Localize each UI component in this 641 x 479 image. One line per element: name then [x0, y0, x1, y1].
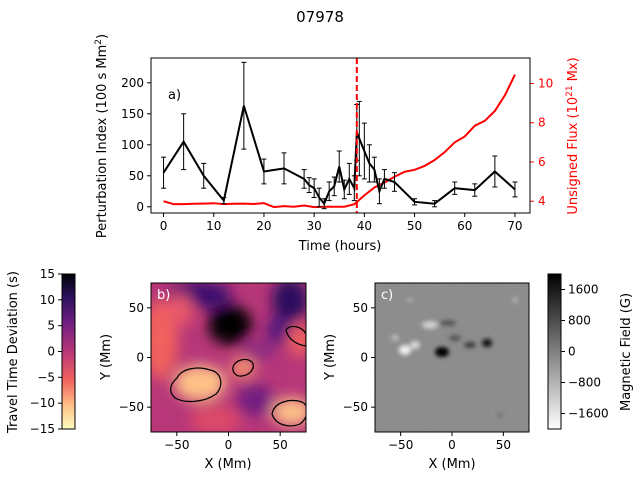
colorbar-tick-label: 1600: [568, 283, 599, 297]
x-tick-label: 10: [206, 219, 221, 233]
colorbar-tick-label: −15: [30, 422, 55, 436]
y-tick-label: 150: [121, 107, 144, 121]
y-tick-label: 50: [353, 301, 368, 315]
x-tick-label: 0: [160, 219, 168, 233]
x-tick-label: −50: [388, 438, 413, 452]
y-tick-label: −50: [343, 400, 368, 414]
figure-title: 07978: [296, 8, 344, 26]
colorbar-tick-label: −10: [30, 396, 55, 410]
x-tick-label: 60: [457, 219, 472, 233]
y-tick-label: 0: [136, 200, 144, 214]
panel-b-y-axis-label: Y (Mm): [99, 334, 114, 381]
colorbar-tick-label: 10: [40, 293, 55, 307]
y-tick-label: −50: [119, 400, 144, 414]
panel-a-x-axis-label: Time (hours): [298, 239, 382, 254]
y2-tick-label: 4: [538, 194, 546, 208]
colorbar-tick-label: 800: [568, 314, 591, 328]
y-tick-label: 0: [360, 351, 368, 365]
x-tick-label: 30: [307, 219, 322, 233]
panel-b-x-axis-label: X (Mm): [204, 457, 251, 472]
panel-a-series: [161, 58, 518, 213]
colorbar-tick-label: −1600: [568, 407, 609, 421]
colorbar-magnetic-field-label: Magnetic Field (G): [619, 293, 634, 411]
panel-c-ticks: −50 0 50 −50 0 50: [343, 301, 511, 452]
colorbar-tick-label: 0: [47, 345, 55, 359]
travel-time-map: [151, 283, 306, 432]
colorbar-magnetic-field-ticks: 1600 800 0 −800 −1600: [561, 283, 609, 421]
panel-a: 0 10 20 30 40 50 60 70 0 50 100 150 200 4 6 8 10 a) Time…: [94, 34, 581, 254]
y2-tick-label: 8: [538, 116, 546, 130]
panel-a-y-axis-label: Perturbation Index (100 s Mm2): [94, 34, 110, 238]
x-tick-label: 50: [496, 438, 511, 452]
panel-c-x-axis-label: X (Mm): [428, 457, 475, 472]
panel-c: −50 0 50 −50 0 50 c) X (Mm) Y (Mm) 1600 800 0 −8…: [323, 273, 634, 472]
colorbar-travel-time-ticks: 15 10 5 0 −5 −10 −15: [30, 267, 62, 436]
panel-a-label: a): [168, 88, 181, 103]
perturbation-index-line: [162, 105, 516, 206]
colorbar-tick-label: 5: [47, 319, 55, 333]
x-tick-label: −50: [164, 438, 189, 452]
colorbar-tick-label: 0: [568, 345, 576, 359]
contour-region: [285, 325, 306, 347]
panel-a-ticks: 0 10 20 30 40 50 60 70 0 50 100 150 200 4 6 8 10: [121, 76, 553, 233]
contour-region: [271, 399, 306, 427]
colorbar-travel-time: [61, 273, 76, 430]
y-tick-label: 100: [121, 138, 144, 152]
x-tick-label: 40: [357, 219, 372, 233]
x-tick-label: 50: [273, 438, 288, 452]
x-tick-label: 0: [448, 438, 456, 452]
x-tick-label: 50: [407, 219, 422, 233]
panel-c-label: c): [381, 288, 393, 303]
colorbar-tick-label: −5: [37, 370, 55, 384]
x-tick-label: 20: [256, 219, 271, 233]
panel-c-y-axis-label: Y (Mm): [323, 334, 338, 381]
contour-region: [170, 367, 222, 403]
magnetogram-map: [375, 283, 529, 432]
contour-region: [232, 358, 254, 377]
x-tick-label: 70: [507, 219, 522, 233]
y-tick-label: 50: [129, 169, 144, 183]
colorbar-tick-label: 15: [40, 267, 55, 281]
unsigned-flux-line: [163, 74, 516, 209]
panel-a-y2-axis-label: Unsigned Flux (1021 Mx): [565, 57, 581, 214]
panel-a-frame: [150, 57, 531, 214]
y2-tick-label: 6: [538, 155, 546, 169]
colorbar-magnetic-field: [547, 273, 562, 430]
y-tick-label: 200: [121, 76, 144, 90]
panel-b-label: b): [157, 288, 170, 303]
y-tick-label: 50: [129, 301, 144, 315]
panel-b-ticks: −50 0 50 −50 0 50: [119, 301, 288, 452]
y2-tick-label: 10: [538, 77, 553, 91]
y-tick-label: 0: [136, 351, 144, 365]
colorbar-travel-time-label: Travel Time Deviation (s): [6, 271, 21, 434]
colorbar-tick-label: −800: [568, 376, 601, 390]
x-tick-label: 0: [225, 438, 233, 452]
